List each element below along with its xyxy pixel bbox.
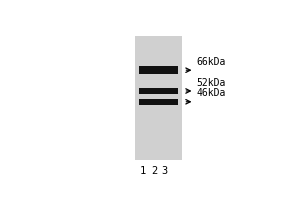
Text: 66kDa: 66kDa: [197, 57, 226, 67]
Bar: [139, 88, 178, 94]
Text: 1: 1: [140, 166, 146, 176]
Bar: [139, 99, 178, 105]
Text: 2: 2: [151, 166, 157, 176]
Text: 3: 3: [162, 166, 168, 176]
Bar: [135, 36, 182, 160]
Text: 46kDa: 46kDa: [197, 88, 226, 98]
Bar: [139, 66, 178, 74]
Text: 52kDa: 52kDa: [197, 78, 226, 88]
